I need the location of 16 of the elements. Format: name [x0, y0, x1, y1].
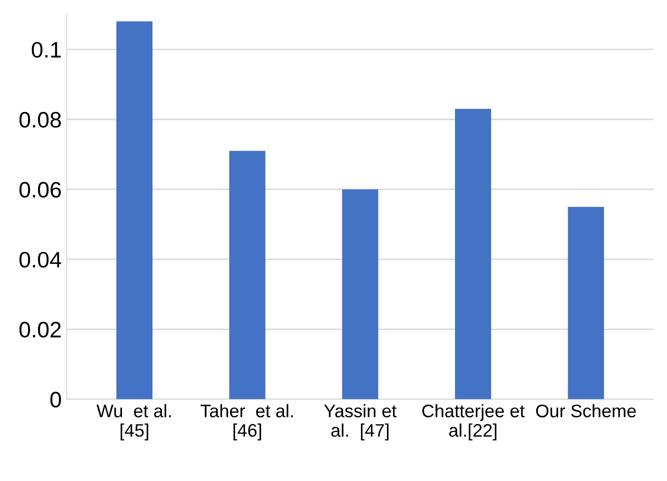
bar	[116, 21, 152, 400]
x-tick-label: Taher et al. [46]	[200, 404, 293, 440]
bar	[568, 206, 604, 400]
x-tick-label: Yassin et al. [47]	[324, 404, 397, 440]
y-tick-label: 0.04	[19, 252, 62, 268]
bar	[342, 189, 378, 400]
y-tick-label: 0.1	[32, 42, 61, 58]
x-tick-label: Our Scheme	[536, 404, 636, 418]
bar	[454, 108, 492, 400]
y-tick-label: 0.06	[19, 182, 61, 198]
y-tick-label: 0.08	[19, 112, 61, 128]
y-tick-label: 0.02	[19, 322, 61, 338]
y-tick-label: 0	[50, 392, 61, 408]
x-tick-label: Chatterjee et al.[22]	[422, 404, 525, 440]
bar	[229, 150, 266, 400]
x-tick-label: Wu et al. [45]	[96, 404, 171, 440]
